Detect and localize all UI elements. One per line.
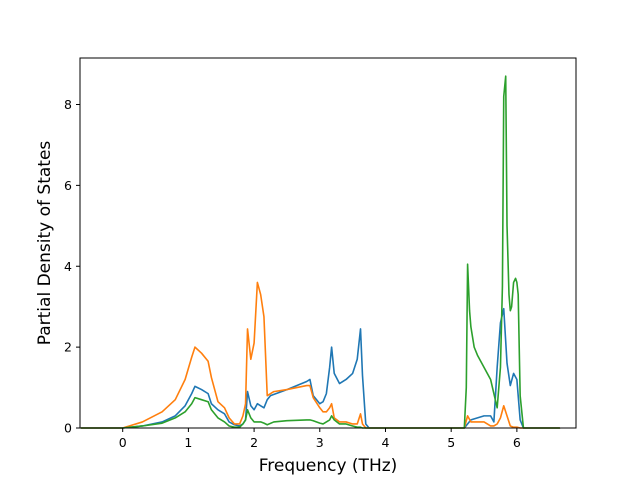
y-axis-label: Partial Density of States bbox=[35, 141, 55, 346]
y-tick-label: 4 bbox=[64, 259, 72, 274]
y-tick-label: 8 bbox=[64, 97, 72, 112]
x-axis: 0 1 2 3 4 5 6 bbox=[119, 428, 521, 450]
x-tick-label: 5 bbox=[447, 435, 455, 450]
x-tick-label: 4 bbox=[382, 435, 390, 450]
series-line-1 bbox=[80, 307, 561, 429]
y-tick-label: 2 bbox=[64, 340, 72, 355]
plot-lines bbox=[80, 75, 561, 429]
series-line-3 bbox=[80, 75, 561, 429]
x-tick-label: 1 bbox=[184, 435, 192, 450]
x-tick-label: 0 bbox=[119, 435, 127, 450]
x-tick-label: 6 bbox=[513, 435, 521, 450]
x-axis-label: Frequency (THz) bbox=[259, 456, 398, 476]
y-tick-label: 0 bbox=[64, 421, 72, 436]
x-tick-label: 3 bbox=[316, 435, 324, 450]
plot-area-frame bbox=[79, 57, 577, 429]
y-tick-label: 6 bbox=[64, 178, 72, 193]
series-line-2 bbox=[80, 281, 561, 429]
y-axis: 0 2 4 6 8 bbox=[64, 97, 80, 436]
x-tick-label: 2 bbox=[250, 435, 258, 450]
